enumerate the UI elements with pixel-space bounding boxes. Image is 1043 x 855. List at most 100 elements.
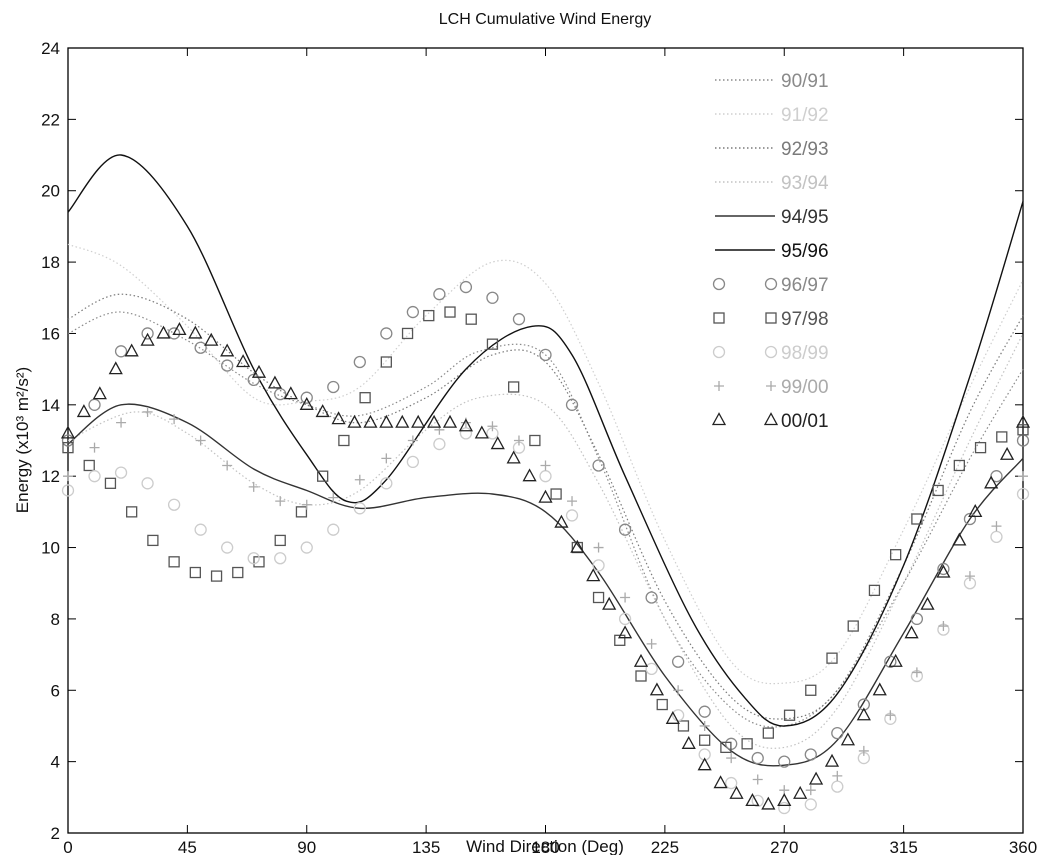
data-point bbox=[999, 446, 1015, 460]
data-point bbox=[831, 726, 844, 740]
legend-label: 94/95 bbox=[781, 207, 829, 228]
data-point bbox=[380, 356, 392, 368]
data-point bbox=[140, 332, 155, 346]
series-line bbox=[67, 311, 1024, 728]
data-point bbox=[885, 710, 896, 721]
series-90-91 bbox=[67, 311, 1024, 728]
data-point bbox=[411, 414, 426, 428]
data-point bbox=[395, 414, 410, 428]
data-point bbox=[725, 776, 738, 790]
x-tick-label: 45 bbox=[178, 838, 197, 855]
data-point bbox=[188, 325, 203, 339]
data-point bbox=[295, 506, 308, 518]
data-point bbox=[713, 775, 728, 789]
legend-label: 90/91 bbox=[781, 71, 829, 92]
data-point bbox=[586, 568, 601, 582]
data-point bbox=[593, 542, 604, 553]
legend-marker bbox=[713, 312, 725, 324]
y-tick-label: 6 bbox=[51, 681, 60, 700]
data-point bbox=[406, 305, 420, 319]
data-point bbox=[645, 591, 658, 604]
series-layer bbox=[60, 154, 1031, 815]
data-point bbox=[649, 682, 665, 696]
data-point bbox=[267, 375, 283, 389]
data-point bbox=[83, 459, 95, 472]
data-point bbox=[991, 521, 1002, 532]
data-point bbox=[783, 709, 796, 721]
x-tick-label: 180 bbox=[531, 838, 559, 855]
data-point bbox=[363, 414, 378, 428]
legend-item: 95/96 bbox=[715, 241, 829, 262]
data-point bbox=[720, 741, 732, 754]
data-point bbox=[1016, 487, 1030, 501]
legend-item: 97/98 bbox=[713, 309, 829, 330]
x-axis: 0 45 90 135 180 225 270 315 360 bbox=[63, 48, 1037, 855]
data-point bbox=[114, 345, 128, 358]
legend-marker bbox=[766, 381, 776, 391]
data-point bbox=[406, 455, 420, 469]
data-point bbox=[777, 793, 792, 807]
data-point bbox=[567, 496, 578, 507]
x-tick-label: 90 bbox=[297, 838, 316, 855]
data-point bbox=[953, 459, 965, 472]
data-point bbox=[251, 364, 267, 378]
data-point bbox=[618, 612, 632, 626]
legend-label: 98/99 bbox=[781, 343, 829, 364]
data-point bbox=[592, 559, 605, 572]
legend-label: 99/00 bbox=[781, 377, 829, 398]
y-tick-label: 10 bbox=[41, 539, 60, 558]
series-92-93 bbox=[67, 293, 1024, 720]
data-point bbox=[968, 504, 983, 518]
data-point bbox=[726, 753, 737, 764]
data-point bbox=[189, 566, 201, 579]
legend-marker bbox=[763, 412, 779, 426]
data-point bbox=[751, 751, 764, 765]
legend-item: 99/00 bbox=[714, 377, 829, 398]
data-point bbox=[762, 727, 774, 739]
x-tick-label: 360 bbox=[1009, 838, 1037, 855]
data-point bbox=[1017, 424, 1029, 436]
data-point bbox=[804, 748, 817, 761]
legend-label: 93/94 bbox=[781, 173, 829, 194]
data-point bbox=[805, 684, 817, 696]
data-point bbox=[778, 801, 791, 815]
data-point bbox=[529, 434, 541, 447]
data-point bbox=[433, 437, 446, 451]
data-point bbox=[61, 484, 75, 497]
legend-item: 93/94 bbox=[715, 173, 829, 194]
data-point bbox=[210, 570, 223, 582]
data-point bbox=[222, 460, 233, 471]
data-point bbox=[426, 414, 442, 428]
series-96-97 bbox=[61, 280, 1030, 768]
data-point bbox=[778, 755, 791, 768]
data-point bbox=[699, 720, 710, 731]
data-point bbox=[274, 534, 286, 547]
data-point bbox=[539, 470, 552, 483]
legend-item: 92/93 bbox=[715, 139, 829, 160]
data-point bbox=[550, 488, 562, 500]
data-point bbox=[506, 450, 521, 464]
data-point bbox=[751, 794, 764, 808]
data-point bbox=[248, 481, 259, 492]
data-point bbox=[911, 667, 922, 678]
data-point bbox=[116, 417, 127, 428]
data-point bbox=[565, 509, 579, 522]
data-point bbox=[932, 484, 944, 497]
data-point bbox=[522, 468, 537, 482]
data-point bbox=[963, 512, 977, 526]
data-point bbox=[888, 653, 903, 667]
data-point bbox=[824, 753, 840, 767]
data-point bbox=[656, 698, 668, 711]
data-point bbox=[141, 327, 154, 340]
data-point bbox=[423, 309, 435, 322]
data-point bbox=[745, 793, 760, 807]
data-point bbox=[890, 549, 902, 561]
data-point bbox=[194, 523, 207, 536]
legend-item: 96/97 bbox=[712, 275, 829, 296]
legend-marker bbox=[764, 277, 778, 291]
data-point bbox=[936, 564, 951, 578]
legend-item: 91/92 bbox=[715, 105, 829, 126]
data-point bbox=[1018, 471, 1028, 482]
data-point bbox=[856, 707, 871, 721]
